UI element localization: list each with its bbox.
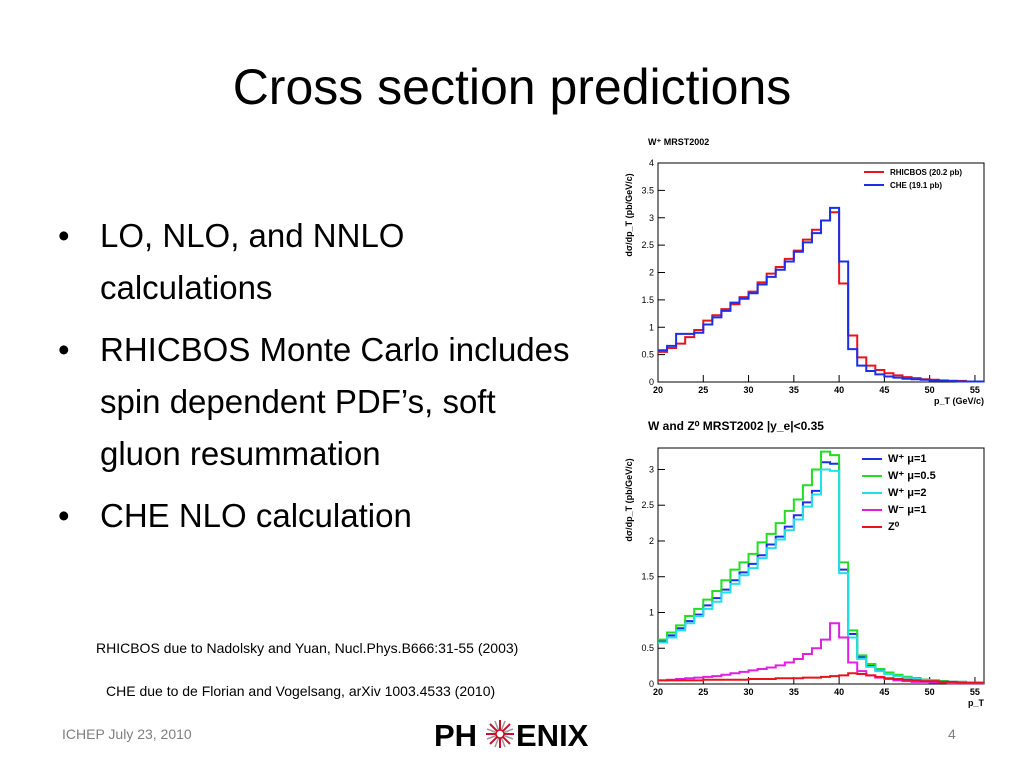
x-tick-label: 30 bbox=[744, 687, 754, 697]
x-tick-label: 40 bbox=[834, 687, 844, 697]
x-tick-label: 30 bbox=[744, 385, 754, 395]
y-tick-label: 1.5 bbox=[641, 572, 654, 582]
chart-w-z-mrst2002: W and Z⁰ MRST2002 |y_e|<0.35 0 0.5 1 1.5 2 2.5… bbox=[624, 419, 985, 708]
bullet-dot: • bbox=[58, 217, 70, 254]
slide-number: 4 bbox=[948, 726, 956, 742]
series-line bbox=[658, 672, 984, 684]
slide-title: Cross section predictions bbox=[232, 59, 792, 115]
y-tick-label: 2.5 bbox=[641, 500, 654, 510]
series-line bbox=[658, 468, 984, 684]
y-axis-label: dσ/dp_T (pb/GeV/c) bbox=[624, 458, 634, 541]
reference-rhicbos: RHICBOS due to Nadolsky and Yuan, Nucl.P… bbox=[96, 640, 519, 656]
y-tick-label: 0.5 bbox=[641, 350, 654, 360]
bullet-text: LO, NLO, and NNLO calculations bbox=[100, 217, 405, 306]
y-tick-label: 0.5 bbox=[641, 643, 654, 653]
bullet-item: • LO, NLO, and NNLO calculations bbox=[58, 210, 578, 314]
x-axis-label: p_T bbox=[968, 698, 985, 708]
x-tick-label: 25 bbox=[698, 385, 708, 395]
bullet-text: RHICBOS Monte Carlo includes spin depend… bbox=[100, 331, 570, 472]
y-tick-label: 2 bbox=[649, 268, 654, 278]
x-tick-label: 20 bbox=[653, 385, 663, 395]
bullet-dot: • bbox=[58, 331, 70, 368]
y-tick-label: 0 bbox=[649, 679, 654, 689]
x-tick-label: 25 bbox=[698, 687, 708, 697]
y-tick-label: 3.5 bbox=[641, 185, 654, 195]
x-tick-label: 55 bbox=[970, 385, 980, 395]
x-tick-label: 35 bbox=[789, 687, 799, 697]
y-tick-label: 1.5 bbox=[641, 295, 654, 305]
series-line bbox=[658, 622, 984, 685]
series-line bbox=[658, 206, 984, 383]
chart-title: W and Z⁰ MRST2002 |y_e|<0.35 bbox=[648, 419, 824, 433]
legend-label: W⁺ μ=0.5 bbox=[888, 470, 936, 482]
legend-label: W⁻ μ=1 bbox=[888, 504, 927, 516]
logo-text-right: ENIX bbox=[516, 718, 589, 753]
y-tick-label: 0 bbox=[649, 377, 654, 387]
y-tick-label: 2.5 bbox=[641, 240, 654, 250]
legend-label: Z⁰ bbox=[888, 521, 900, 533]
x-axis-label: p_T (GeV/c) bbox=[934, 396, 984, 406]
bullet-item: • RHICBOS Monte Carlo includes spin depe… bbox=[58, 324, 578, 480]
chart-title: W⁺ MRST2002 bbox=[648, 137, 709, 147]
bullet-item: • CHE NLO calculation bbox=[58, 490, 578, 542]
x-tick-label: 45 bbox=[879, 687, 889, 697]
y-tick-label: 1 bbox=[649, 607, 654, 617]
footer-date: ICHEP July 23, 2010 bbox=[62, 726, 192, 742]
x-tick-label: 20 bbox=[653, 687, 663, 697]
x-tick-label: 35 bbox=[789, 385, 799, 395]
y-tick-label: 3 bbox=[649, 464, 654, 474]
y-axis-label: dσ/dp_T (pb/GeV/c) bbox=[624, 173, 634, 256]
legend-label: RHICBOS (20.2 pb) bbox=[890, 168, 962, 177]
plot-frame bbox=[657, 447, 985, 685]
y-tick-label: 3 bbox=[649, 213, 654, 223]
x-tick-label: 40 bbox=[834, 385, 844, 395]
phenix-logo: PH ENIX bbox=[434, 712, 594, 754]
legend-label: W⁺ μ=1 bbox=[888, 453, 927, 465]
phoenix-star-icon bbox=[486, 720, 514, 748]
legend-label: W⁺ μ=2 bbox=[888, 487, 927, 499]
series-line bbox=[658, 211, 984, 383]
plot-frame bbox=[657, 162, 985, 383]
x-tick-label: 50 bbox=[925, 687, 935, 697]
logo-text-left: PH bbox=[434, 718, 477, 753]
x-tick-label: 45 bbox=[879, 385, 889, 395]
y-tick-label: 1 bbox=[649, 322, 654, 332]
x-tick-label: 55 bbox=[970, 687, 980, 697]
reference-che: CHE due to de Florian and Vogelsang, arX… bbox=[106, 683, 496, 699]
chart-w-plus-mrst2002: W⁺ MRST2002 0 0.5 1 1.5 2 2.5 3 3.5 4 20 25 30 35 40 45… bbox=[624, 137, 985, 406]
y-tick-label: 4 bbox=[649, 158, 654, 168]
legend-label: CHE (19.1 pb) bbox=[890, 181, 942, 190]
x-tick-label: 50 bbox=[925, 385, 935, 395]
bullet-dot: • bbox=[58, 497, 70, 534]
y-tick-label: 2 bbox=[649, 536, 654, 546]
bullet-list: • LO, NLO, and NNLO calculations • RHICB… bbox=[58, 210, 578, 552]
bullet-text: CHE NLO calculation bbox=[100, 497, 412, 534]
